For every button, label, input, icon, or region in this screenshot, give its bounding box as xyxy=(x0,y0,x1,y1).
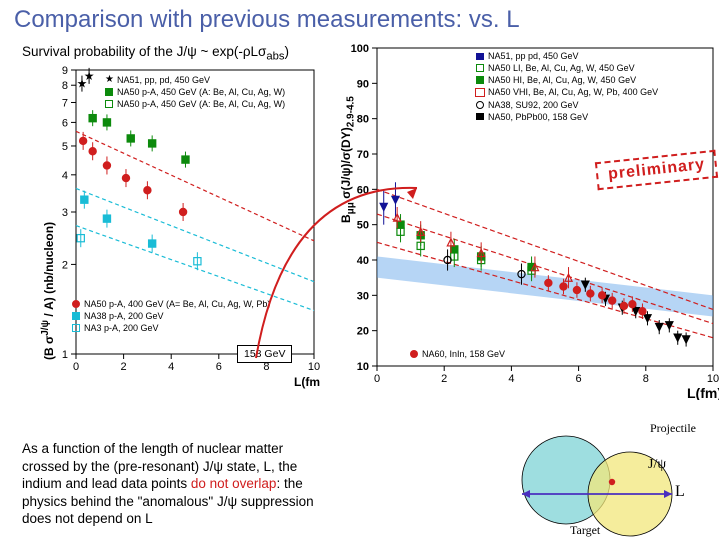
svg-text:7: 7 xyxy=(62,97,68,109)
svg-text:★: ★ xyxy=(84,69,95,83)
svg-text:80: 80 xyxy=(357,114,369,126)
energy-box-label: 158 GeV xyxy=(237,345,292,363)
svg-text:3: 3 xyxy=(62,207,68,219)
svg-text:4: 4 xyxy=(508,373,514,385)
svg-text:100: 100 xyxy=(351,43,369,55)
svg-text:4: 4 xyxy=(168,361,174,373)
svg-text:J/ψ: J/ψ xyxy=(648,457,666,472)
svg-text:90: 90 xyxy=(357,78,369,90)
svg-text:L: L xyxy=(675,483,685,500)
right-plot: 0246810102030405060708090100L(fm)Bμμ σ(J… xyxy=(327,40,719,400)
svg-text:0: 0 xyxy=(73,361,79,373)
svg-text:8: 8 xyxy=(643,373,649,385)
svg-text:2: 2 xyxy=(441,373,447,385)
svg-text:1: 1 xyxy=(62,349,68,361)
svg-text:6: 6 xyxy=(216,361,222,373)
svg-text:70: 70 xyxy=(357,149,369,161)
svg-text:50: 50 xyxy=(357,220,369,232)
svg-text:0: 0 xyxy=(374,373,380,385)
svg-text:30: 30 xyxy=(357,290,369,302)
svg-text:10: 10 xyxy=(357,361,369,373)
svg-text:8: 8 xyxy=(62,80,68,92)
svg-text:L(fm): L(fm) xyxy=(687,385,719,400)
svg-text:5: 5 xyxy=(62,141,68,153)
left-plot: 0246810123456789L(fm)★★(B σJ/ψ / A) (nb/… xyxy=(30,60,320,390)
page-title: Comparison with previous measurements: v… xyxy=(14,6,520,34)
explanation-paragraph: As a function of the length of nuclear m… xyxy=(22,440,422,528)
svg-text:Projectile: Projectile xyxy=(650,421,696,435)
svg-text:6: 6 xyxy=(576,373,582,385)
collision-diagram: Projectile Target J/ψ L xyxy=(500,420,710,538)
svg-text:10: 10 xyxy=(308,361,320,373)
svg-text:20: 20 xyxy=(357,326,369,338)
svg-text:2: 2 xyxy=(121,361,127,373)
svg-text:10: 10 xyxy=(707,373,719,385)
svg-text:60: 60 xyxy=(357,184,369,196)
svg-text:Target: Target xyxy=(570,523,601,537)
svg-text:L(fm): L(fm) xyxy=(294,375,320,389)
svg-text:2: 2 xyxy=(62,259,68,271)
svg-text:6: 6 xyxy=(62,117,68,129)
svg-text:40: 40 xyxy=(357,255,369,267)
svg-text:4: 4 xyxy=(62,170,68,182)
svg-text:9: 9 xyxy=(62,65,68,77)
